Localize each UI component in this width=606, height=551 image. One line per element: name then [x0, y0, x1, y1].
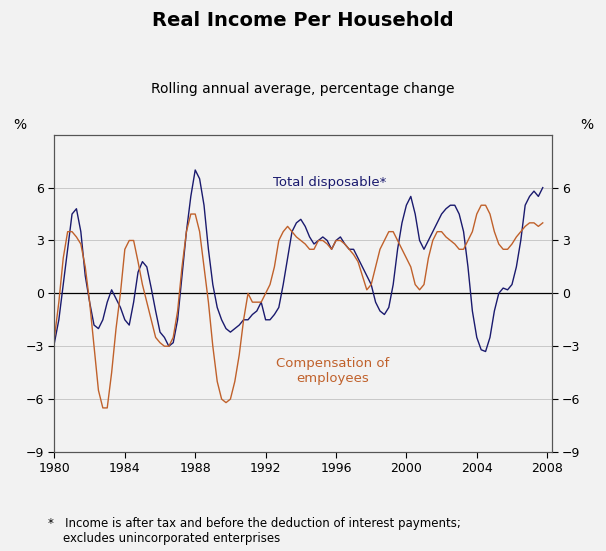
- Text: Compensation of
employees: Compensation of employees: [276, 357, 390, 385]
- Text: Total disposable*: Total disposable*: [273, 176, 387, 189]
- Text: %: %: [13, 117, 26, 132]
- Title: Rolling annual average, percentage change: Rolling annual average, percentage chang…: [152, 82, 454, 96]
- Text: Real Income Per Household: Real Income Per Household: [152, 11, 454, 30]
- Text: *   Income is after tax and before the deduction of interest payments;
    exclu: * Income is after tax and before the ded…: [48, 517, 461, 545]
- Text: %: %: [580, 117, 593, 132]
